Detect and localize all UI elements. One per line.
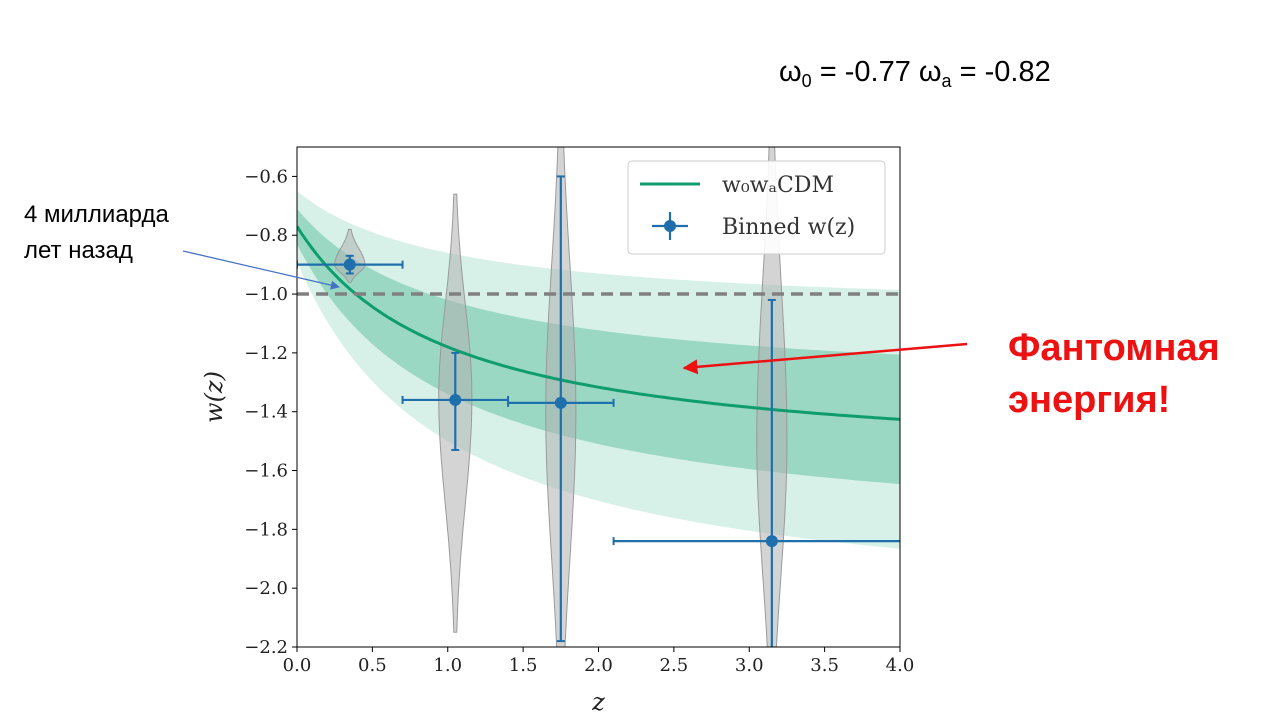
y-tick-label: −1.8 <box>244 519 288 540</box>
binned-marker <box>554 396 567 409</box>
y-tick-label: −1.4 <box>244 402 288 423</box>
y-tick-label: −2.2 <box>244 637 288 658</box>
x-tick-label: 1.5 <box>509 655 538 676</box>
wa-value: = -0.82 <box>951 56 1051 88</box>
callout-arrow <box>682 342 968 375</box>
binned-point-3 <box>507 175 615 643</box>
binned-marker <box>343 258 356 271</box>
binned-point-1 <box>297 254 404 275</box>
x-tick-label: 0.0 <box>283 655 312 676</box>
x-tick-label: 0.5 <box>358 655 387 676</box>
y-tick-label: −0.8 <box>244 225 288 246</box>
annotation-arrow <box>182 250 340 290</box>
y-tick-label: −1.6 <box>244 461 288 482</box>
phantom-callout-line2: энергия! <box>1008 379 1171 421</box>
phantom-callout-line1: Фантомная <box>1008 327 1220 369</box>
x-tick-label: 3.5 <box>810 655 839 676</box>
time-annotation-line1: 4 миллиарда <box>24 201 169 228</box>
w0-symbol: ω <box>779 56 802 88</box>
y-axis-label: w(z) <box>200 371 228 423</box>
wa-symbol: ω <box>918 56 942 88</box>
y-tick-label: −0.6 <box>244 166 288 187</box>
binned-point-2 <box>401 351 510 451</box>
w0-value: = -0.77 <box>811 56 919 88</box>
y-tick-label: −1.0 <box>244 284 288 305</box>
y-tick-label: −1.2 <box>244 343 288 364</box>
model-parameters: ω0 = -0.77 ωa = -0.82 <box>779 56 1051 92</box>
model-band-1sigma <box>297 208 900 485</box>
legend-label-binned: Binned w(z) <box>722 215 855 240</box>
x-tick-label: 2.0 <box>584 655 613 676</box>
x-tick-label: 4.0 <box>886 655 915 676</box>
x-tick-label: 1.0 <box>433 655 462 676</box>
legend-label-model: w₀wₐCDM <box>722 173 834 198</box>
model-curve <box>297 225 900 421</box>
binned-marker <box>765 535 778 548</box>
w0-subscript: 0 <box>801 71 812 91</box>
x-tick-label: 2.5 <box>660 655 689 676</box>
y-tick-label: −2.0 <box>244 578 288 599</box>
binned-point-4 <box>612 298 900 647</box>
x-tick-label: 3.0 <box>735 655 764 676</box>
binned-marker <box>449 393 462 406</box>
time-annotation-line2: лет назад <box>24 237 133 264</box>
phantom-energy-callout: Фантомная энергия! <box>1008 322 1220 426</box>
x-axis-label: z <box>591 688 605 716</box>
legend-swatch-binned-marker <box>664 220 676 232</box>
time-annotation: 4 миллиарда лет назад <box>24 197 169 269</box>
wa-subscript: a <box>941 71 952 91</box>
